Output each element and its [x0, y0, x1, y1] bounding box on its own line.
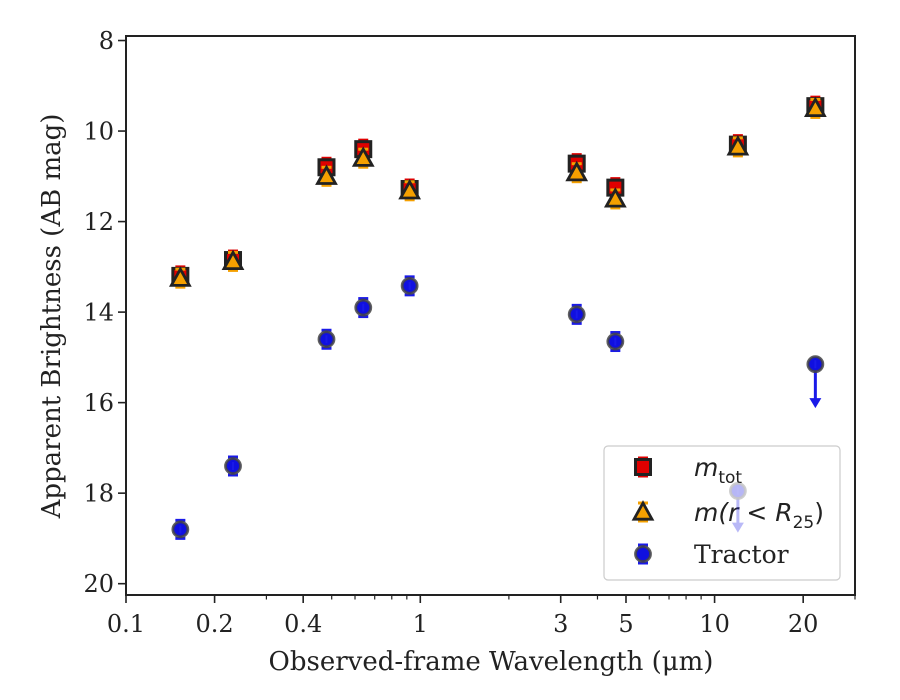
legend-item: mtot — [634, 453, 742, 488]
data-point — [400, 275, 419, 297]
point-marker — [728, 481, 747, 500]
y-tick-label: 10 — [83, 118, 114, 146]
data-point — [171, 518, 190, 540]
legend-marker — [631, 500, 655, 521]
legend-label: Tractor — [694, 540, 789, 569]
legend: mtot m(r < R25) Tractor — [603, 445, 841, 581]
x-tick-label: 20 — [788, 610, 819, 638]
y-tick-label: 16 — [83, 389, 114, 417]
legend-item: Tractor — [634, 540, 789, 569]
data-point — [351, 146, 375, 169]
data-point — [728, 481, 747, 533]
x-tick-label: 0.2 — [196, 610, 234, 638]
data-point — [221, 249, 245, 272]
data-point — [606, 331, 625, 353]
data-point — [224, 455, 242, 477]
y-tick-label: 20 — [83, 570, 114, 598]
legend-frame — [603, 445, 841, 581]
x-tick-label: 0.4 — [284, 610, 322, 638]
upper-limit-arrow-head — [809, 398, 822, 409]
series-1 — [171, 95, 825, 287]
data-point — [806, 355, 825, 409]
data-point — [315, 164, 338, 187]
legend-marker — [634, 458, 652, 476]
upper-limit-arrow — [731, 490, 744, 533]
legend-label: mtot — [694, 453, 742, 488]
data-point — [398, 178, 422, 202]
x-axis-title: Observed-frame Wavelength (μm) — [269, 647, 714, 677]
y-tick-label: 8 — [99, 27, 114, 55]
data-point — [726, 135, 750, 158]
x-tick-label: 5 — [618, 610, 633, 638]
x-tick-label: 1 — [413, 610, 428, 638]
x-tick-label: 3 — [553, 610, 568, 638]
y-tick-label: 14 — [83, 299, 114, 327]
data-point — [803, 96, 827, 119]
upper-limit-arrow-head — [731, 522, 744, 533]
y-axis-title: Apparent Brightness (AB mag) — [37, 114, 67, 520]
x-tick-label: 10 — [699, 610, 730, 638]
y-tick-label: 18 — [83, 480, 114, 508]
axes: 0.1 0.2 0.4 1 3 5 10 20 8 10 12 14 16 18 20 — [83, 27, 856, 638]
data-point — [168, 266, 192, 289]
y-tick-label: 12 — [83, 208, 114, 236]
plot-frame — [125, 35, 856, 596]
data-point — [565, 160, 589, 184]
data-point — [317, 328, 336, 350]
data-point — [567, 303, 586, 325]
legend-label: m(r < R25) — [694, 498, 824, 533]
data-points — [168, 95, 827, 540]
series-2 — [168, 96, 827, 289]
data-point — [603, 187, 627, 210]
legend-item: m(r < R25) — [631, 498, 824, 533]
series-3 — [171, 275, 825, 540]
overlay-points — [728, 481, 747, 533]
x-tick-label: 0.1 — [107, 610, 145, 638]
legend-marker — [634, 545, 652, 563]
data-point — [354, 297, 373, 319]
